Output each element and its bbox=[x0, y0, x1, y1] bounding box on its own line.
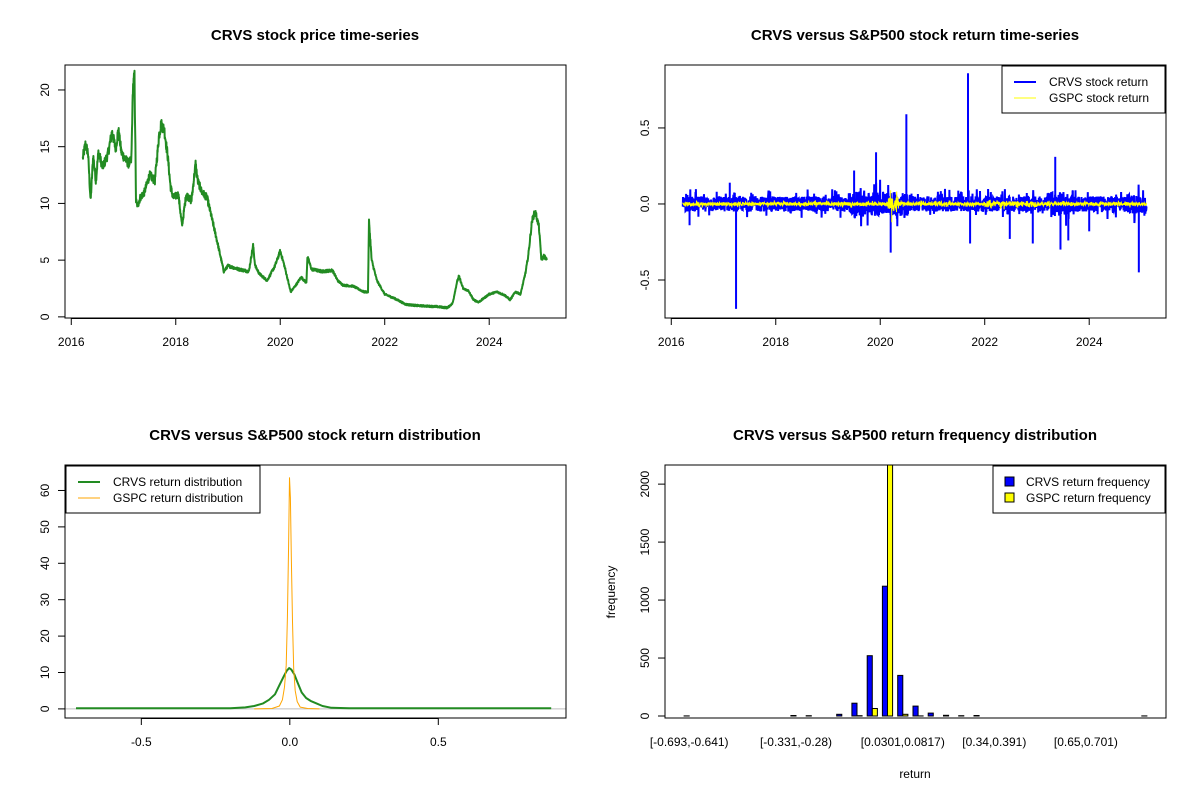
y-tick-label: 20 bbox=[38, 629, 52, 643]
crvs-frequency-bar bbox=[866, 655, 873, 717]
crvs-frequency-bar bbox=[897, 674, 904, 717]
crvs-frequency-bar bbox=[851, 702, 858, 717]
density-chart: CRVS versus S&P500 stock return distribu… bbox=[38, 427, 567, 749]
x-tick-label: 2020 bbox=[867, 335, 894, 349]
legend-label-gspc-density: GSPC return distribution bbox=[113, 491, 243, 505]
legend-label-crvs-return: CRVS stock return bbox=[1049, 75, 1148, 89]
return-axes: -0.5 0.0 0.5 2016 2018 2020 2022 2024 bbox=[638, 119, 1103, 349]
legend-label-gspc-frequency: GSPC return frequency bbox=[1026, 491, 1151, 505]
crvs-frequency-bar bbox=[790, 715, 797, 717]
x-tick-label: 0.5 bbox=[430, 735, 447, 749]
x-tick-label: 2024 bbox=[1076, 335, 1103, 349]
density-axes: 0 10 20 30 40 50 60 -0.5 0.0 0.5 bbox=[38, 483, 447, 749]
y-tick-label: 10 bbox=[38, 196, 52, 210]
y-tick-label: 15 bbox=[38, 140, 52, 154]
frequency-legend: CRVS return frequency GSPC return freque… bbox=[992, 465, 1166, 514]
y-tick-label: 1500 bbox=[638, 528, 652, 555]
price-line bbox=[81, 69, 548, 310]
x-tick-label: 2018 bbox=[762, 335, 789, 349]
density-chart-title: CRVS versus S&P500 stock return distribu… bbox=[149, 427, 481, 444]
frequency-chart: CRVS versus S&P500 return frequency dist… bbox=[604, 427, 1167, 781]
y-tick-label: 1000 bbox=[638, 586, 652, 613]
crvs-frequency-bar bbox=[881, 585, 888, 717]
price-axes: 0 5 10 15 20 2016 2018 2020 2022 2024 bbox=[38, 83, 503, 349]
price-chart-title: CRVS stock price time-series bbox=[211, 27, 419, 44]
x-tick-label: 2020 bbox=[267, 335, 294, 349]
legend-swatch-crvs-frequency bbox=[1004, 476, 1015, 487]
y-tick-label: 50 bbox=[38, 520, 52, 534]
legend-swatch-gspc-frequency bbox=[1004, 492, 1015, 503]
y-tick-label: 10 bbox=[38, 666, 52, 680]
gspc-return-line bbox=[682, 191, 1147, 213]
gspc-density-line bbox=[254, 477, 320, 710]
y-tick-label: 0.0 bbox=[638, 195, 652, 212]
crvs-density-line bbox=[76, 667, 552, 710]
y-tick-label: 20 bbox=[38, 83, 52, 97]
x-tick-label: 2016 bbox=[658, 335, 685, 349]
x-tick-label: 2024 bbox=[476, 335, 503, 349]
y-tick-label: 5 bbox=[38, 256, 52, 263]
frequency-bars bbox=[683, 464, 1148, 717]
return-legend: CRVS stock return GSPC stock return bbox=[1001, 65, 1166, 114]
y-tick-label: 500 bbox=[638, 648, 652, 668]
x-tick-label: 2022 bbox=[971, 335, 998, 349]
frequency-xlabel: return bbox=[899, 767, 930, 781]
price-plot-box bbox=[64, 64, 567, 319]
y-tick-label: 60 bbox=[38, 483, 52, 497]
y-tick-label: 0.5 bbox=[638, 119, 652, 136]
legend-label-crvs-frequency: CRVS return frequency bbox=[1026, 475, 1150, 489]
x-tick-label: 0.0 bbox=[281, 735, 298, 749]
x-tick-label: 2022 bbox=[371, 335, 398, 349]
x-category-label: [0.65,0.701) bbox=[1054, 735, 1118, 749]
y-tick-label: 30 bbox=[38, 593, 52, 607]
price-series bbox=[81, 69, 548, 310]
frequency-legend-box bbox=[992, 465, 1166, 514]
gspc-frequency-bar bbox=[871, 708, 878, 717]
density-legend-box bbox=[65, 465, 261, 514]
y-tick-label: -0.5 bbox=[638, 269, 652, 290]
x-category-label: [-0.331,-0.28) bbox=[760, 735, 832, 749]
y-tick-label: 0 bbox=[38, 313, 52, 320]
y-tick-label: 0 bbox=[638, 712, 652, 719]
return-legend-box bbox=[1001, 65, 1166, 114]
return-timeseries-title: CRVS versus S&P500 stock return time-ser… bbox=[751, 27, 1079, 44]
x-category-label: [0.0301,0.0817) bbox=[861, 735, 945, 749]
crvs-frequency-bar bbox=[973, 715, 980, 717]
x-tick-label: -0.5 bbox=[131, 735, 152, 749]
x-category-label: [-0.693,-0.641) bbox=[650, 735, 729, 749]
gspc-frequency-bar bbox=[887, 464, 894, 717]
return-timeseries-chart: CRVS versus S&P500 stock return time-ser… bbox=[638, 27, 1167, 349]
crvs-frequency-bar bbox=[836, 713, 843, 717]
crvs-frequency-bar bbox=[912, 705, 919, 717]
legend-label-gspc-return: GSPC stock return bbox=[1049, 91, 1149, 105]
price-chart: CRVS stock price time-series 0 5 10 15 20 201… bbox=[38, 27, 567, 349]
crvs-frequency-bar bbox=[927, 712, 934, 717]
y-tick-label: 0 bbox=[38, 705, 52, 712]
y-tick-label: 2000 bbox=[638, 470, 652, 497]
x-tick-label: 2016 bbox=[58, 335, 85, 349]
return-series bbox=[681, 73, 1148, 309]
y-tick-label: 40 bbox=[38, 556, 52, 570]
x-tick-label: 2018 bbox=[162, 335, 189, 349]
legend-label-crvs-density: CRVS return distribution bbox=[113, 475, 242, 489]
density-legend: CRVS return distribution GSPC return dis… bbox=[65, 465, 261, 514]
gspc-frequency-bar bbox=[902, 713, 909, 717]
x-category-label: [0.34,0.391) bbox=[962, 735, 1026, 749]
density-series bbox=[65, 477, 566, 710]
frequency-ylabel: frequency bbox=[604, 566, 618, 619]
crvs-frequency-bar bbox=[943, 714, 950, 717]
frequency-chart-title: CRVS versus S&P500 return frequency dist… bbox=[733, 427, 1097, 444]
frequency-axes: 0 500 1000 1500 2000 [-0.693,-0.641) [-0.331,-… bbox=[638, 470, 1118, 749]
